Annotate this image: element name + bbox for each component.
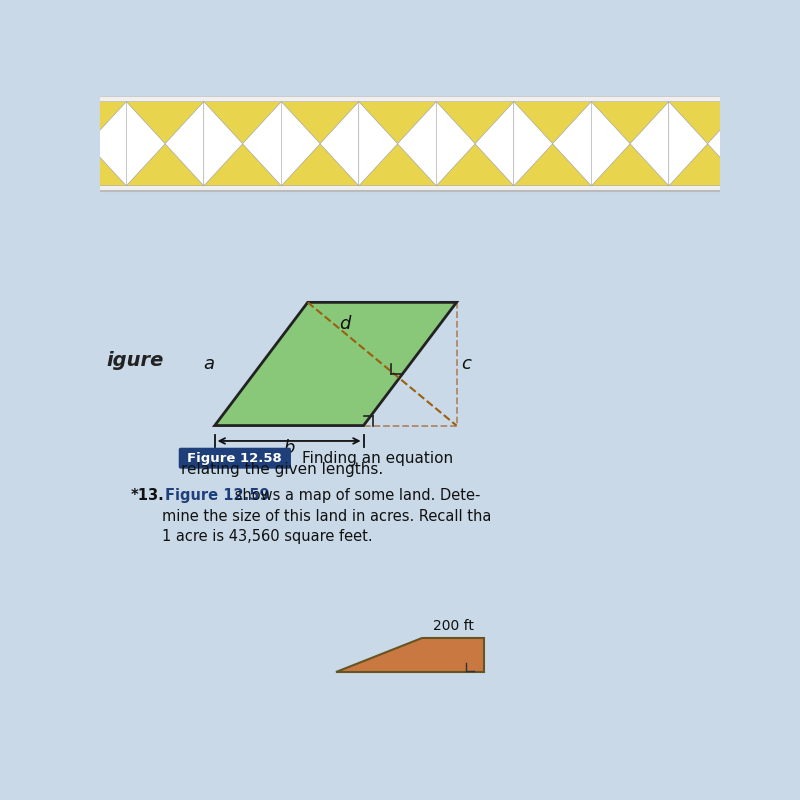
Text: b: b — [283, 439, 294, 458]
Polygon shape — [359, 144, 436, 186]
Polygon shape — [320, 102, 359, 186]
Text: d: d — [339, 315, 350, 333]
Text: Figure 12.58: Figure 12.58 — [187, 452, 282, 465]
Polygon shape — [49, 102, 88, 186]
Polygon shape — [436, 102, 475, 186]
Polygon shape — [126, 144, 204, 186]
Text: 1 acre is 43,560 square feet.: 1 acre is 43,560 square feet. — [162, 529, 373, 544]
Polygon shape — [359, 102, 436, 144]
Polygon shape — [514, 144, 591, 186]
Polygon shape — [398, 102, 436, 186]
Text: 200 ft: 200 ft — [433, 619, 474, 633]
Text: Finding an equation: Finding an equation — [302, 450, 453, 466]
Text: shows a map of some land. Dete-: shows a map of some land. Dete- — [230, 488, 481, 503]
Polygon shape — [204, 102, 242, 186]
Polygon shape — [88, 102, 126, 186]
Text: c: c — [461, 355, 470, 373]
Bar — [363, 302, 457, 426]
Bar — [100, 96, 720, 191]
Polygon shape — [126, 102, 204, 144]
Polygon shape — [282, 144, 359, 186]
Text: relating the given lengths.: relating the given lengths. — [181, 462, 383, 478]
Polygon shape — [514, 102, 553, 186]
Polygon shape — [591, 144, 669, 186]
Polygon shape — [708, 102, 746, 186]
Text: a: a — [203, 355, 214, 373]
Polygon shape — [553, 102, 591, 186]
Polygon shape — [630, 102, 669, 186]
Polygon shape — [204, 102, 282, 144]
Text: mine the size of this land in acres. Recall tha: mine the size of this land in acres. Rec… — [162, 509, 491, 524]
Polygon shape — [436, 144, 514, 186]
Polygon shape — [282, 102, 359, 144]
Polygon shape — [49, 102, 126, 144]
FancyBboxPatch shape — [178, 448, 291, 469]
Polygon shape — [242, 102, 282, 186]
Polygon shape — [282, 102, 320, 186]
Polygon shape — [669, 102, 746, 144]
Polygon shape — [669, 102, 708, 186]
Polygon shape — [126, 102, 165, 186]
Polygon shape — [591, 102, 630, 186]
Polygon shape — [204, 144, 282, 186]
Text: *13.: *13. — [131, 488, 165, 503]
Polygon shape — [165, 102, 204, 186]
Polygon shape — [669, 144, 746, 186]
Polygon shape — [214, 302, 457, 426]
Polygon shape — [336, 638, 485, 672]
Text: Figure 12.59: Figure 12.59 — [165, 488, 270, 503]
Polygon shape — [359, 102, 398, 186]
Polygon shape — [514, 102, 591, 144]
Polygon shape — [436, 102, 514, 144]
Polygon shape — [49, 144, 126, 186]
Polygon shape — [475, 102, 514, 186]
Text: igure: igure — [106, 351, 163, 370]
Polygon shape — [591, 102, 669, 144]
